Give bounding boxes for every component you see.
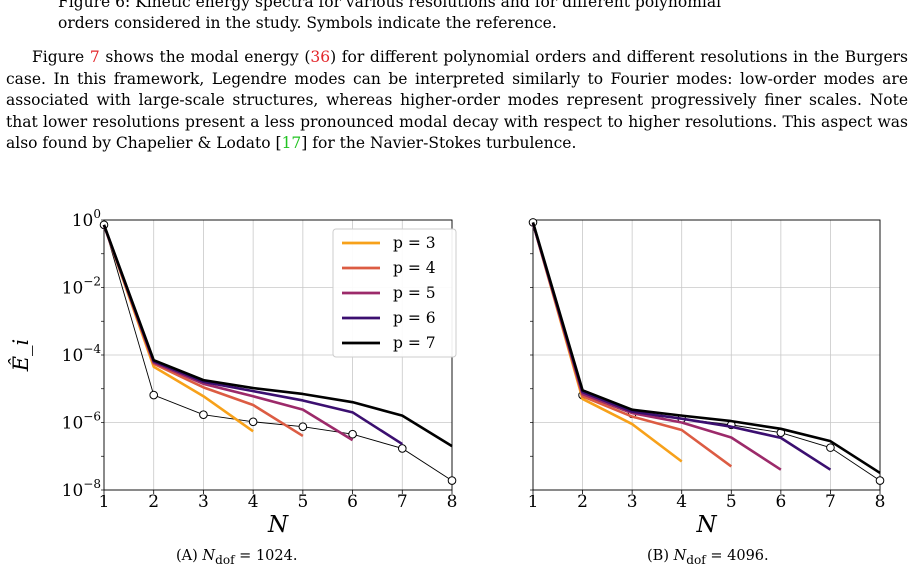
x-tick-label: 4 — [676, 492, 687, 512]
x-tick-label: 3 — [198, 492, 209, 512]
subcaption-a-value: = 1024. — [234, 548, 298, 564]
x-tick-label: 8 — [447, 492, 458, 512]
series-line-p7 — [531, 222, 881, 475]
series-line-p7 — [102, 224, 453, 448]
y-tick-label: 10−4 — [62, 342, 102, 366]
reference-marker — [149, 390, 159, 400]
reference-marker — [397, 444, 407, 453]
y-tick-label: 10−8 — [62, 477, 101, 501]
x-tick-label: 1 — [528, 492, 539, 512]
x-tick-label: 1 — [99, 492, 110, 512]
equation-ref-link[interactable]: 36 — [310, 48, 331, 66]
x-tick-label: 5 — [297, 492, 308, 512]
x-tick-label: 8 — [875, 492, 886, 512]
legend-label-p5: p = 5 — [393, 284, 436, 302]
subcaption-b-sub: dof — [686, 552, 706, 567]
legend-label-p4: p = 4 — [393, 259, 436, 277]
text-segment: shows the modal energy ( — [99, 48, 311, 66]
subcaption-a-prefix: (A) — [176, 548, 198, 564]
y-tick-label: 100 — [72, 207, 101, 231]
reference-marker — [348, 429, 357, 439]
subcaption-a-var: N — [202, 548, 216, 564]
caption-line-1: Figure 6: Kinetic energy spectra for var… — [58, 0, 722, 11]
x-tick-label: 3 — [627, 492, 638, 512]
legend-label-p3: p = 3 — [393, 234, 436, 252]
text-segment: ) for different polynomial orders and di… — [6, 48, 908, 152]
y-tick-label: 10−6 — [62, 410, 101, 434]
y-axis-label: Ê_i — [9, 339, 33, 373]
x-tick-label: 6 — [347, 492, 358, 512]
x-tick-label: 2 — [577, 492, 588, 512]
x-tick-label: 6 — [775, 492, 786, 512]
y-tick-label: 10−2 — [62, 275, 101, 299]
chart-panel-b: 1 2 3 4 5 6 7 8 N — [528, 218, 886, 538]
legend-box — [332, 228, 457, 358]
x-axis-label: N — [695, 512, 717, 538]
subcaption-b: (B) Ndof = 4096. — [647, 548, 769, 567]
series-line-p6 — [531, 222, 832, 471]
citation-link[interactable]: 17 — [281, 134, 302, 152]
figure-ref-link[interactable]: 7 — [89, 48, 100, 66]
x-tick-label: 4 — [248, 492, 259, 512]
caption-line-2: orders considered in the study. Symbols … — [58, 14, 557, 32]
chart-panel-a: 1 2 3 4 5 6 7 8 100 10−2 10−4 10−6 10−8 N Ê_i p = 3 p = … — [9, 207, 457, 538]
x-tick-label: 7 — [825, 492, 836, 512]
x-tick-label: 5 — [726, 492, 737, 512]
previous-figure-caption: Figure 6: Kinetic energy spectra for var… — [58, 0, 858, 34]
subcaption-b-var: N — [673, 548, 687, 564]
subcaption-a-sub: dof — [215, 552, 235, 567]
series-line-p3 — [102, 224, 254, 433]
reference-marker — [298, 422, 308, 432]
legend-label-p7: p = 7 — [393, 334, 436, 352]
subcaption-b-value: = 4096. — [705, 548, 769, 564]
reference-marker — [199, 410, 208, 420]
text-segment: ] for the Navier-Stokes turbulence. — [301, 134, 577, 152]
x-axis-label: N — [267, 512, 289, 538]
x-tick-label: 2 — [148, 492, 159, 512]
subcaption-b-prefix: (B) — [647, 548, 669, 564]
subcaption-a: (A) Ndof = 1024. — [176, 548, 297, 567]
reference-marker — [826, 443, 835, 452]
reference-marker — [248, 417, 258, 427]
text-segment: Figure — [32, 48, 90, 66]
reference-line — [103, 224, 453, 481]
legend-label-p6: p = 6 — [393, 309, 436, 327]
reference-marker — [875, 476, 885, 485]
series-line-p3 — [531, 222, 683, 463]
x-tick-label: 7 — [397, 492, 408, 512]
body-paragraph: Figure 7 shows the modal energy (36) for… — [6, 47, 908, 155]
reference-marker — [447, 476, 457, 485]
